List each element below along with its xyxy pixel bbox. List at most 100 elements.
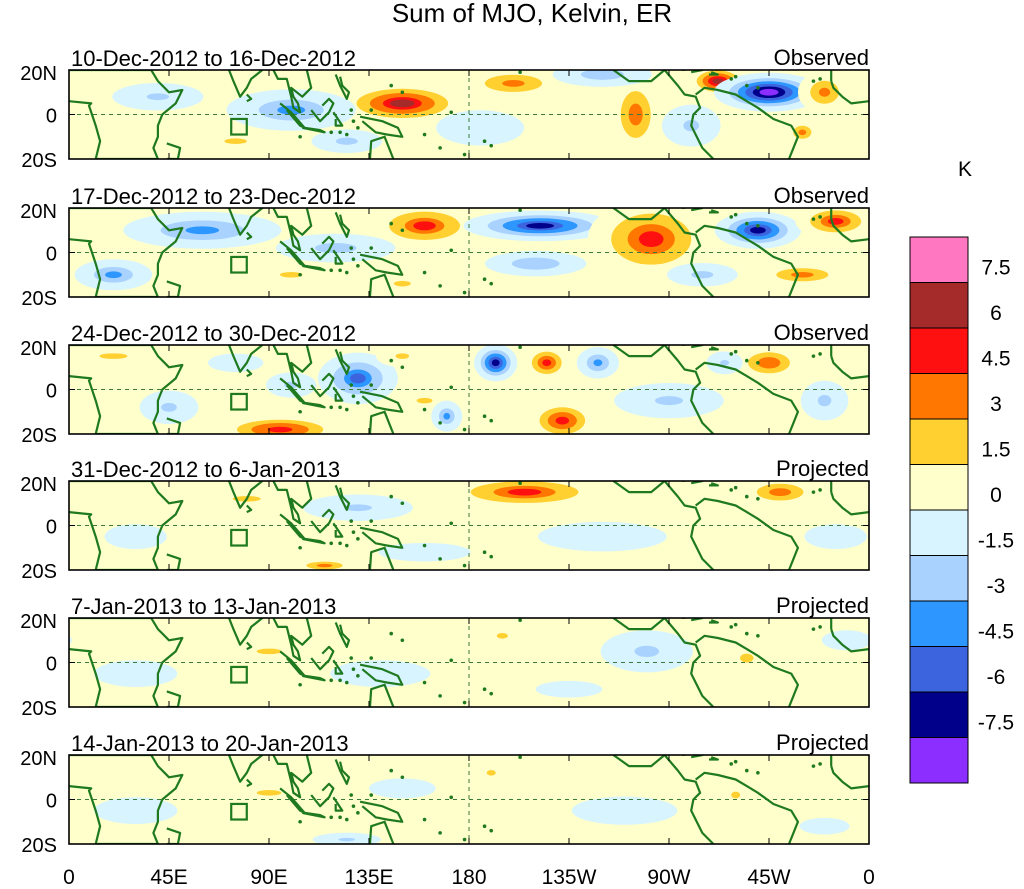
anomaly-contour (161, 402, 177, 412)
island (338, 678, 342, 683)
anomaly-contour (0, 129, 6, 135)
coastline (302, 811, 326, 819)
coastline (830, 218, 869, 243)
island (449, 521, 454, 526)
anomaly-contour (0, 119, 20, 145)
coastline (272, 755, 313, 799)
colorbar-label: 3 (990, 393, 1002, 416)
island (400, 365, 405, 370)
island (482, 139, 487, 143)
colorbar-label: 0 (990, 484, 1002, 507)
island (462, 563, 467, 568)
index-box (230, 255, 248, 274)
island (356, 811, 360, 815)
island (729, 77, 734, 81)
anomaly-contour (338, 837, 356, 842)
island (351, 257, 356, 261)
coastline (246, 368, 253, 378)
island (356, 674, 360, 678)
island (729, 625, 734, 629)
y-tick-label: 0 (46, 654, 57, 676)
anomaly-contour (99, 353, 128, 359)
island (462, 700, 467, 705)
anomaly-contour (335, 137, 358, 145)
anomaly-contour (502, 79, 525, 87)
island (733, 622, 738, 627)
anomaly-contour (593, 359, 603, 367)
anomaly-contour (395, 353, 410, 359)
coastline (709, 209, 720, 214)
anomaly-contour (330, 660, 431, 687)
coastline (272, 345, 313, 389)
coastlines (69, 208, 869, 297)
island (756, 634, 760, 638)
island (329, 541, 334, 546)
panel-period-label: 14-Jan-2013 to 20-Jan-2013 (71, 731, 349, 756)
island (356, 401, 360, 405)
anomaly-contour (511, 257, 560, 270)
colorbar: K 7.5 6 4.5 3 1.5 0 -1.5 -3 -4.5 -6 -7.5 (909, 158, 1014, 784)
coastline (332, 249, 344, 265)
colorbar-swatch (909, 282, 969, 329)
anomaly-contour (314, 243, 357, 254)
island (422, 132, 427, 137)
island (449, 248, 454, 253)
island (744, 221, 749, 226)
island (369, 108, 374, 112)
y-tick-label: 20S (21, 835, 57, 857)
panel-2: 20N 0 20S 17-Dec-2012 to 23-Dec-2012 Observe… (0, 183, 1024, 310)
coastline (612, 345, 666, 358)
island (489, 143, 494, 148)
colorbar-label: 6 (990, 302, 1002, 325)
island (729, 762, 734, 766)
anomaly-contour (0, 272, 14, 278)
island (489, 691, 494, 696)
island (344, 132, 349, 137)
island (329, 815, 334, 820)
y-tick-label: 0 (46, 106, 57, 128)
island (344, 270, 349, 275)
coastlines (69, 618, 869, 707)
anomaly-field (0, 208, 1024, 297)
anomaly-contour (655, 396, 683, 406)
anomaly-contour (961, 221, 1024, 240)
colorbar-label: -7.5 (978, 712, 1014, 735)
coastline (320, 546, 395, 570)
coastline (334, 74, 351, 101)
anomaly-contour (817, 395, 832, 407)
coastline (663, 481, 715, 570)
island (811, 627, 816, 631)
coastline (830, 765, 869, 790)
coastline (334, 348, 351, 375)
island (351, 119, 356, 123)
anomaly-contour (343, 504, 372, 512)
island (349, 246, 354, 250)
island (527, 751, 531, 755)
coastline (302, 674, 326, 682)
anomaly-contour (491, 359, 500, 367)
anomaly-contour (94, 660, 178, 687)
coastline (166, 827, 182, 844)
island (344, 543, 349, 548)
anomaly-contour (1015, 415, 1024, 445)
coastline (612, 618, 666, 631)
anomaly-contour (0, 268, 28, 281)
anomaly-contour (535, 680, 603, 698)
anomaly-contour (436, 110, 525, 146)
anomaly-contour (858, 349, 869, 363)
island (351, 530, 356, 534)
island (438, 146, 442, 150)
island (811, 79, 816, 83)
coastline (359, 390, 404, 413)
island (351, 394, 356, 398)
island (462, 837, 467, 842)
anomaly-contour (759, 88, 779, 96)
island (449, 795, 454, 800)
anomaly-contour (5, 524, 67, 549)
coastline (69, 70, 184, 159)
island (389, 358, 394, 363)
coastline (310, 97, 335, 123)
island (389, 494, 394, 499)
y-tick-label: 20S (21, 561, 57, 583)
anomaly-contour (94, 797, 178, 824)
